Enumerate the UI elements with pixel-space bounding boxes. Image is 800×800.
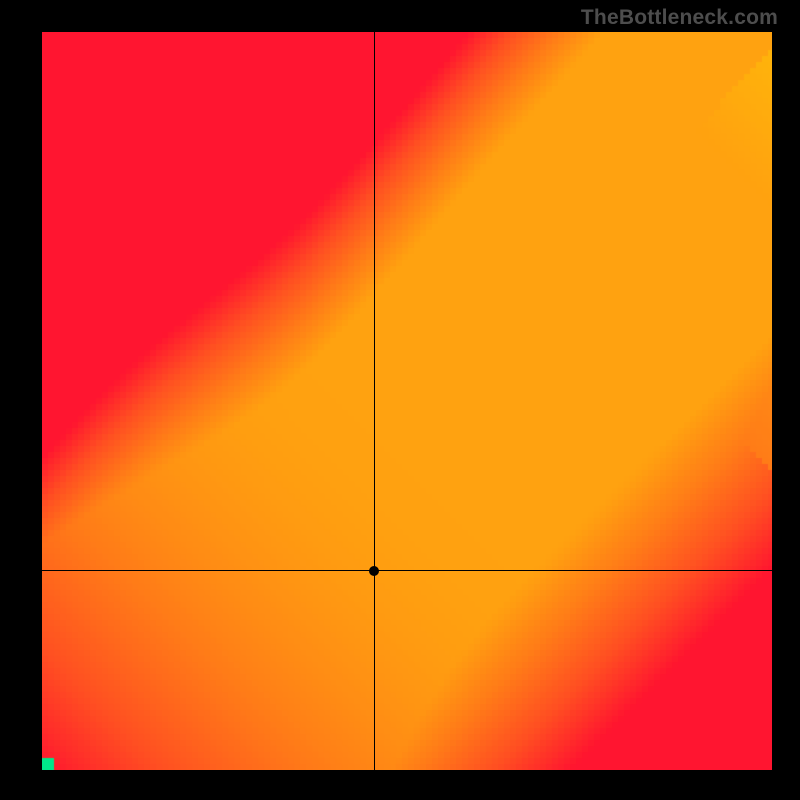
crosshair-marker (369, 566, 379, 576)
heatmap-plot (42, 32, 772, 770)
crosshair-vertical (374, 32, 375, 770)
chart-container: TheBottleneck.com (0, 0, 800, 800)
watermark-text: TheBottleneck.com (581, 6, 778, 30)
crosshair-horizontal (42, 570, 772, 571)
heatmap-canvas (42, 32, 772, 770)
